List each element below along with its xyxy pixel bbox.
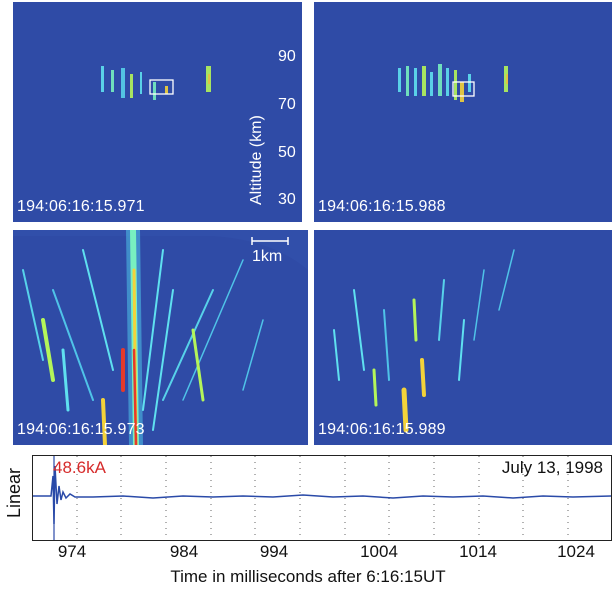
altitude-tick-label: 90 xyxy=(278,48,296,65)
current-trace-plot: 48.6kA July 13, 1998 xyxy=(32,455,612,541)
scale-bar-label: 1km xyxy=(252,248,283,265)
altitude-axis-title: Altitude (km) xyxy=(248,115,265,205)
x-tick-label: 994 xyxy=(259,542,289,561)
trace-y-axis-label: Linear xyxy=(4,467,24,518)
x-tick-label: 1004 xyxy=(360,542,398,561)
altitude-tick-label: 50 xyxy=(278,144,296,161)
trace-x-axis-label: Time in milliseconds after 6:16:15UT xyxy=(170,567,446,586)
x-tick-label: 984 xyxy=(169,542,199,561)
x-tick-label: 1024 xyxy=(557,542,595,561)
timestamp-label: 194:06:16:15.989 xyxy=(318,421,446,438)
x-tick-label: 974 xyxy=(57,542,87,561)
timestamp-label: 194:06:16:15.973 xyxy=(17,421,145,438)
peak-current-label: 48.6kA xyxy=(53,458,106,477)
timestamp-label: 194:06:16:15.971 xyxy=(17,198,145,215)
trace-plot-graphic xyxy=(33,456,611,540)
sprite-image-top-left: 194:06:16:15.971 xyxy=(13,2,302,222)
sprite-streaks-graphic xyxy=(314,2,612,222)
sprite-zoom-streaks-graphic xyxy=(314,230,612,445)
timestamp-label: 194:06:16:15.988 xyxy=(318,198,446,215)
sprite-image-top-right: 194:06:16:15.988 xyxy=(314,2,612,222)
altitude-tick-label: 70 xyxy=(278,96,296,113)
sprite-zoom-image-left: 194:06:16:15.973 xyxy=(13,230,308,445)
sprite-zoom-streaks-graphic xyxy=(13,230,308,445)
altitude-tick-label: 30 xyxy=(278,191,296,208)
scale-bar: 1km xyxy=(246,234,294,268)
date-label: July 13, 1998 xyxy=(501,458,603,477)
x-tick-label: 1014 xyxy=(459,542,497,561)
sprite-streaks-graphic xyxy=(13,2,302,222)
sprite-zoom-image-right: 194:06:16:15.989 xyxy=(314,230,612,445)
altitude-axis: 90 70 50 30 xyxy=(250,40,318,225)
